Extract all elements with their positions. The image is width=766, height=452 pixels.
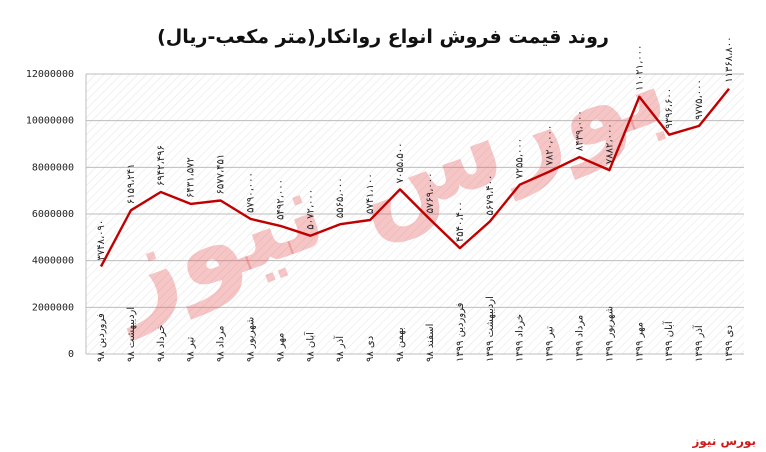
x-tick-label: مرداد ۱۳۹۹	[575, 315, 586, 362]
x-tick-label: دی ۹۸	[365, 336, 376, 362]
x-tick-label: آبان ۱۳۹۹	[662, 320, 675, 362]
chart-title: روند قیمت فروش انواع روانکار(متر مکعب-ری…	[157, 26, 609, 48]
y-tick-label: 10000000	[26, 116, 74, 127]
x-tick-label: شهریور ۹۸	[246, 317, 257, 362]
data-label: ۵۰۷۲،۰۰۰	[305, 189, 316, 230]
y-tick-label: 6000000	[32, 209, 74, 220]
x-tick-label: اردیبهشت ۱۳۹۹	[485, 296, 496, 362]
x-tick-label: فروردین ۹۸	[96, 313, 107, 362]
data-label: ۴۵۴۰،۴۰۰	[455, 201, 466, 242]
data-labels: ۳۷۴۸،۰۹۰ ۶۱۵۹،۲۴۱ ۶۹۴۲،۴۹۶ ۶۴۳۱،۵۷۲ ۶۵۷۷،۴۵۱…	[96, 37, 735, 261]
data-label: ۵۵۶۵،۰۰۰	[335, 177, 346, 218]
data-label: ۶۹۴۲،۴۹۶	[156, 145, 167, 186]
data-label: ۱۱۰۲۱،۰۰۰	[634, 45, 645, 91]
data-label: ۵۷۴۱،۱۰۰	[365, 173, 376, 214]
y-tick-label: 2000000	[32, 302, 74, 313]
x-tick-label: تیر ۱۳۹۹	[545, 326, 556, 362]
y-axis: 0 2000000 4000000 6000000 8000000 10000000 120…	[26, 69, 74, 360]
data-label: ۵۶۷۹،۴۰۰	[485, 175, 496, 216]
y-tick-label: 0	[68, 349, 74, 360]
data-label: ۱۱۳۶۸،۸۰۰	[724, 37, 735, 83]
x-tick-label: آذر ۱۳۹۹	[692, 324, 705, 362]
data-label: ۹۷۷۵،۰۰۰	[694, 79, 705, 120]
data-label: ۶۱۵۹،۲۴۱	[126, 163, 137, 204]
grid-lines	[85, 73, 744, 355]
data-label: ۵۷۶۹،۰۰۰	[425, 173, 436, 214]
y-tick-label: 12000000	[26, 69, 74, 80]
x-tick-label: آبان ۹۸	[303, 331, 316, 362]
x-tick-label: مهر ۹۸	[275, 333, 286, 362]
data-label: ۶۴۳۱،۵۷۲	[186, 157, 197, 198]
data-label: ۷۰۵۵،۵۰۰	[395, 143, 406, 184]
data-label: ۸۴۳۹،۰۰۰	[575, 110, 586, 151]
x-tick-label: بهمن ۹۸	[395, 327, 406, 362]
brand-logo-text: بورس نیوز	[692, 434, 756, 448]
x-tick-label: فروردین ۱۳۹۹	[455, 302, 466, 362]
x-tick-label: مهر ۱۳۹۹	[634, 322, 645, 362]
data-label: ۹۳۹۶،۶۰۰	[664, 88, 675, 129]
data-label: ۷۲۵۵،۰۰۰	[515, 138, 526, 179]
data-label: ۵۴۹۲،۰۰۰	[275, 179, 286, 220]
data-label: ۷۸۸۲،۰۰۰	[604, 123, 615, 164]
x-tick-label: شهریور ۱۳۹۹	[604, 306, 615, 362]
x-tick-label: تیر ۹۸	[186, 337, 197, 362]
data-label: ۳۷۴۸،۰۹۰	[96, 220, 107, 261]
series-line	[99, 87, 730, 268]
x-tick-label: خرداد ۱۳۹۹	[515, 314, 526, 362]
x-tick-label: مرداد ۹۸	[216, 326, 227, 363]
x-tick-label: آذر ۹۸	[333, 335, 346, 362]
data-label: ۷۸۲۰،۰۰۰	[545, 125, 556, 166]
x-axis: فروردین ۹۸ اردیبهشت ۹۸ خرداد ۹۸ تیر ۹۸ مرداد…	[96, 296, 735, 362]
y-tick-label: 4000000	[32, 256, 74, 267]
x-tick-label: دی ۱۳۹۹	[724, 325, 735, 362]
y-tick-label: 8000000	[32, 162, 74, 173]
data-label: ۶۵۷۷،۴۵۱	[216, 154, 227, 195]
x-tick-label: اسفند ۹۸	[425, 324, 436, 362]
x-tick-label: اردیبهشت ۹۸	[126, 307, 137, 362]
x-tick-label: خرداد ۹۸	[156, 325, 167, 362]
data-label: ۵۷۹۰،۰۰۰	[246, 172, 257, 213]
